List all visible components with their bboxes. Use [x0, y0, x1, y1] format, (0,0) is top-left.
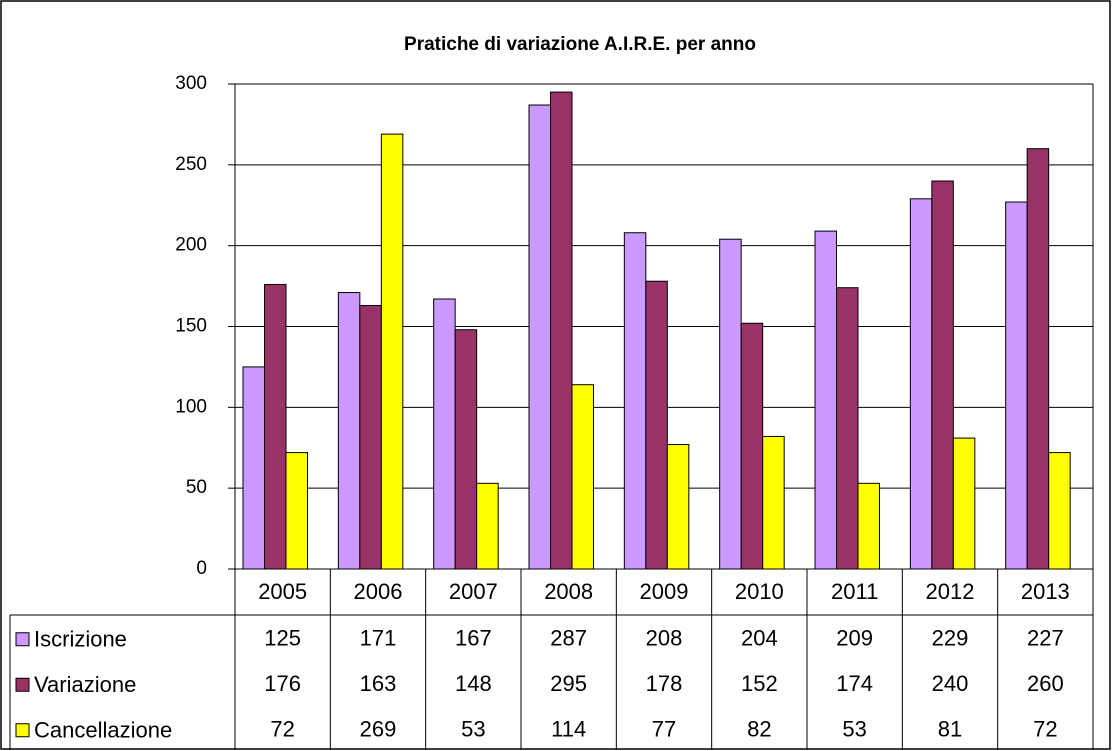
bar [836, 287, 859, 570]
x-tick-label: 2012 [926, 579, 975, 604]
bar [433, 298, 456, 570]
y-tick-label: 0 [196, 558, 207, 579]
bar [931, 180, 954, 570]
legend-label: Iscrizione [34, 627, 127, 652]
y-tick-label: 100 [175, 396, 207, 417]
legend-label: Cancellazione [34, 718, 172, 743]
bar [952, 437, 976, 570]
bar [666, 444, 690, 570]
bar [528, 104, 551, 570]
bar [242, 366, 265, 570]
x-tick-label: 2005 [258, 579, 307, 604]
table-value: 148 [455, 671, 492, 696]
table-value: 208 [646, 626, 683, 651]
bar [285, 452, 308, 570]
table-value: 229 [932, 626, 969, 651]
bar [571, 384, 594, 570]
bar [454, 329, 478, 570]
x-tick-label: 2011 [831, 579, 878, 604]
table-value: 163 [360, 671, 397, 696]
x-tick-label: 2007 [449, 579, 498, 604]
bar [359, 304, 382, 570]
table-value: 174 [836, 671, 873, 696]
x-tick-label: 2013 [1021, 579, 1070, 604]
table-value: 269 [360, 717, 397, 742]
table-value: 260 [1027, 671, 1064, 696]
y-tick-label: 50 [186, 477, 207, 498]
x-tick-label: 2006 [354, 579, 403, 604]
bar [337, 292, 361, 570]
table-value: 209 [836, 626, 873, 651]
bar [380, 133, 404, 570]
table-value: 81 [938, 717, 962, 742]
table-value: 287 [550, 626, 587, 651]
table-value: 114 [551, 717, 586, 742]
bar [645, 280, 668, 570]
table-value: 295 [550, 671, 587, 696]
y-tick-label: 250 [175, 154, 207, 175]
bar [857, 482, 880, 570]
x-tick-label: 2010 [735, 579, 784, 604]
legend-key [15, 677, 30, 692]
table-value: 227 [1027, 626, 1064, 651]
bar [719, 238, 742, 570]
bar [814, 230, 837, 570]
table-value: 176 [264, 671, 301, 696]
y-tick-label: 150 [175, 316, 207, 337]
table-value: 167 [455, 626, 492, 651]
x-tick-label: 2008 [544, 579, 593, 604]
legend-key [15, 632, 30, 647]
bar [550, 91, 573, 570]
legend-label: Variazione [34, 672, 136, 697]
x-tick-label: 2009 [640, 579, 689, 604]
table-value: 72 [1033, 717, 1057, 742]
bar [476, 482, 499, 570]
bar [762, 435, 785, 570]
table-value: 53 [461, 717, 485, 742]
y-tick-label: 200 [175, 235, 207, 256]
table-value: 178 [646, 671, 683, 696]
bar [1005, 201, 1028, 570]
table-value: 204 [741, 626, 778, 651]
table-value: 77 [652, 717, 676, 742]
bar [623, 232, 647, 570]
table-value: 82 [747, 717, 771, 742]
table-value: 240 [932, 671, 969, 696]
table-value: 171 [360, 626, 397, 651]
bar [1026, 148, 1050, 570]
bar [264, 283, 287, 570]
table-value: 152 [741, 671, 778, 696]
table-value: 53 [842, 717, 866, 742]
chart-title: Pratiche di variazione A.I.R.E. per anno [404, 34, 756, 55]
legend-key [15, 723, 30, 738]
table-value: 125 [264, 626, 301, 651]
y-tick-label: 300 [175, 73, 207, 94]
bar [909, 198, 933, 570]
bar [740, 322, 764, 570]
bar [1048, 452, 1071, 570]
table-value: 72 [270, 717, 294, 742]
